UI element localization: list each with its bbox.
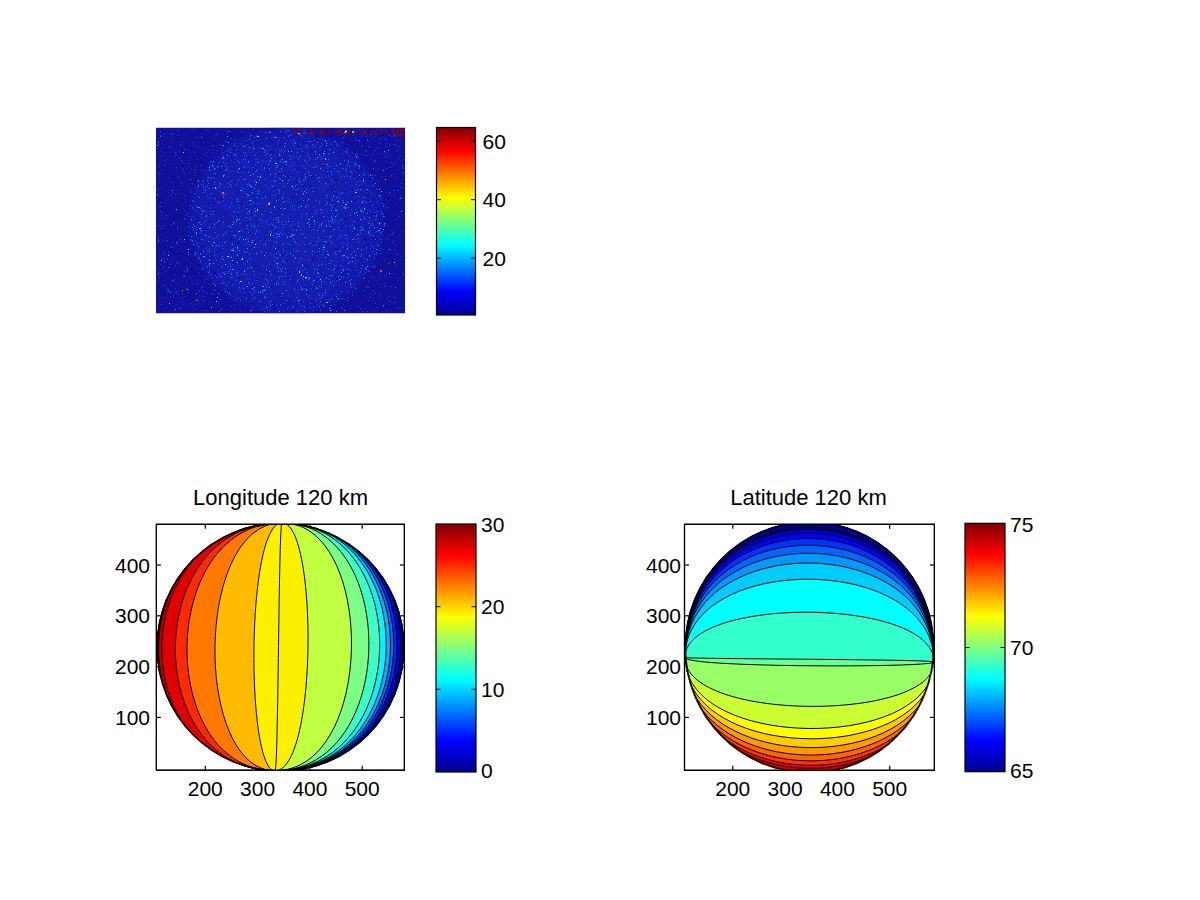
svg-text:200: 200 xyxy=(646,655,681,678)
svg-text:Longitude 120 km: Longitude 120 km xyxy=(193,485,368,510)
svg-text:300: 300 xyxy=(115,604,150,627)
svg-text:300: 300 xyxy=(646,604,681,627)
svg-text:200: 200 xyxy=(188,777,223,800)
svg-text:0: 0 xyxy=(481,759,493,782)
svg-text:75: 75 xyxy=(1010,513,1033,536)
svg-text:300: 300 xyxy=(240,777,275,800)
svg-text:400: 400 xyxy=(646,554,681,577)
svg-text:60: 60 xyxy=(483,130,506,153)
svg-text:10: 10 xyxy=(481,678,504,701)
svg-text:20: 20 xyxy=(481,595,504,618)
svg-text:500: 500 xyxy=(345,777,380,800)
svg-text:20: 20 xyxy=(483,247,506,270)
svg-text:500: 500 xyxy=(872,777,907,800)
svg-text:200: 200 xyxy=(115,655,150,678)
svg-text:65: 65 xyxy=(1010,759,1033,782)
svg-text:100: 100 xyxy=(115,706,150,729)
svg-text:70: 70 xyxy=(1010,636,1033,659)
svg-text:400: 400 xyxy=(115,554,150,577)
svg-text:200: 200 xyxy=(715,777,750,800)
svg-text:400: 400 xyxy=(292,777,327,800)
svg-text:40: 40 xyxy=(483,188,506,211)
svg-text:300: 300 xyxy=(768,777,803,800)
svg-text:100: 100 xyxy=(646,706,681,729)
svg-text:30: 30 xyxy=(481,513,504,536)
svg-text:Latitude 120 km: Latitude 120 km xyxy=(730,485,887,510)
svg-text:400: 400 xyxy=(820,777,855,800)
